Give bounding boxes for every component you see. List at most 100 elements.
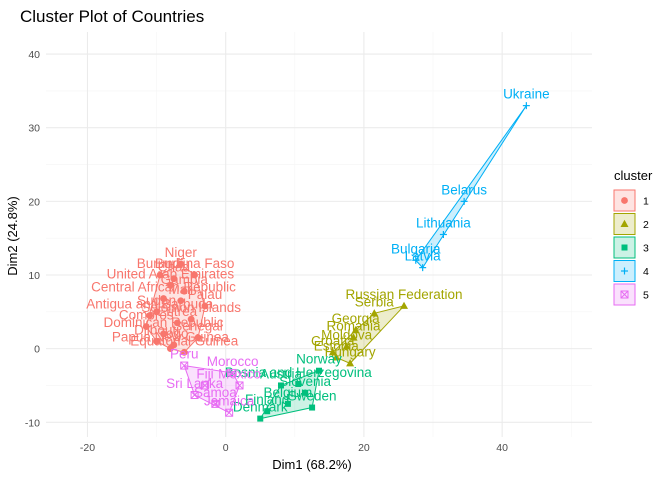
data-point-shape	[295, 380, 302, 387]
data-point	[412, 256, 420, 264]
point-label: Austria	[260, 366, 303, 381]
point-label: Mexico	[218, 366, 261, 381]
data-point-shape	[170, 275, 178, 283]
data-point	[167, 281, 174, 289]
data-point	[191, 271, 198, 279]
data-point-shape	[201, 302, 209, 310]
data-point-shape	[194, 334, 202, 341]
data-point-shape	[153, 308, 160, 316]
data-point	[180, 287, 188, 295]
data-point	[400, 301, 409, 309]
data-point-shape	[225, 408, 234, 417]
point-label: Equatorial Guinea	[130, 333, 239, 348]
data-point	[153, 308, 160, 316]
data-point	[160, 295, 167, 302]
point-label: Belgium	[264, 385, 313, 400]
data-point	[370, 309, 379, 317]
cluster-hull-5	[183, 364, 241, 414]
data-point-shape	[228, 368, 237, 377]
data-point-shape	[228, 369, 237, 377]
data-point-shape	[170, 341, 178, 349]
legend-marker	[621, 267, 628, 275]
legend-marker	[620, 290, 629, 299]
legend-label: 4	[643, 266, 649, 278]
data-point-shape	[190, 391, 199, 400]
data-point	[170, 275, 178, 283]
y-tick-label: 0	[34, 344, 40, 356]
data-point-shape	[351, 326, 360, 334]
data-point-shape	[277, 382, 284, 389]
data-point	[295, 380, 302, 387]
data-point	[142, 323, 150, 330]
point-label: Denmark	[233, 400, 288, 415]
data-point	[264, 408, 271, 415]
data-point-shape	[400, 301, 409, 309]
data-point	[201, 302, 209, 310]
legend-item-1: 1	[613, 189, 649, 212]
legend-label: 1	[643, 196, 649, 208]
data-point-shape	[201, 381, 209, 390]
point-label: Niger	[165, 245, 198, 260]
legend-marker-shape	[620, 219, 629, 227]
legend-marker-shape	[621, 197, 628, 204]
data-point	[170, 341, 178, 349]
point-label: Gambia	[161, 272, 209, 287]
data-point	[342, 342, 351, 350]
data-point-shape	[153, 337, 160, 345]
point-label: Morocco	[207, 354, 259, 369]
data-point	[225, 408, 234, 417]
data-point-shape	[142, 323, 150, 330]
data-point-shape	[342, 342, 351, 350]
point-label: Belarus	[441, 182, 487, 197]
legend-title: cluster	[614, 168, 653, 183]
data-point-shape	[160, 330, 167, 338]
point-label: Moldova	[321, 327, 373, 342]
data-point-shape	[211, 400, 220, 408]
point-label: Central African Republic	[91, 280, 236, 295]
data-point-shape	[328, 348, 337, 356]
point-label: Serbia	[355, 294, 395, 309]
data-point-shape	[200, 381, 209, 390]
point-label: Chad	[158, 260, 190, 275]
data-point-shape	[346, 359, 355, 367]
point-label: Norway	[296, 352, 342, 367]
point-label: Bulgaria	[391, 241, 441, 256]
data-point	[190, 391, 199, 400]
point-label: Lithuania	[416, 216, 471, 231]
point-label: Georgia	[332, 311, 381, 326]
point-label: Togo	[159, 326, 188, 341]
data-point-shape	[370, 309, 379, 317]
point-label: Jamaica	[204, 394, 255, 409]
data-point	[351, 326, 360, 334]
point-label: Eritrea	[157, 304, 197, 319]
x-tick-label: 20	[358, 442, 370, 454]
x-tick-label: 0	[223, 442, 229, 454]
data-point-shape	[235, 381, 244, 390]
point-label: Burundi	[137, 256, 184, 271]
data-point	[153, 337, 160, 345]
data-point-shape	[264, 408, 271, 415]
data-point	[146, 312, 154, 319]
point-label: Antigua and Barbuda	[86, 297, 213, 312]
data-point-shape	[173, 319, 181, 327]
data-point	[309, 404, 316, 411]
data-point	[522, 102, 530, 110]
data-point	[328, 348, 337, 356]
data-point	[173, 319, 181, 327]
point-label: Solomon Islands	[141, 300, 241, 315]
legend-item-5: 5	[613, 283, 649, 306]
data-point-shape	[160, 295, 167, 302]
data-point-shape	[302, 389, 309, 396]
legend-item-2: 2	[613, 213, 649, 235]
point-label: Hungary	[325, 344, 376, 359]
cluster-hull-4	[415, 105, 527, 269]
point-label: Sri Lanka	[166, 376, 224, 391]
data-point-shape	[180, 361, 189, 370]
y-tick-label: 40	[28, 49, 40, 61]
legend-item-4: 4	[613, 260, 649, 282]
y-tick-label: 20	[28, 196, 40, 208]
data-point	[284, 400, 291, 407]
